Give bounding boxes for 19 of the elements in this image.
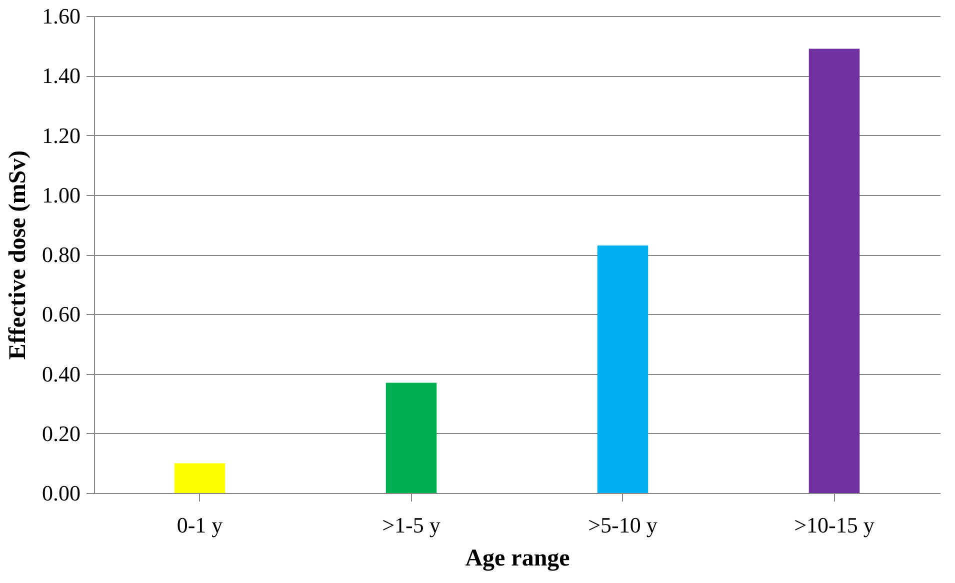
y-tick-label: 0.40 bbox=[42, 361, 80, 386]
y-tick-label: 0.20 bbox=[42, 420, 80, 446]
y-tick-label: 1.60 bbox=[42, 4, 80, 28]
bar bbox=[597, 246, 648, 493]
bar bbox=[808, 48, 860, 493]
x-tick-label: >5-10 y bbox=[588, 512, 658, 538]
bar bbox=[174, 463, 226, 493]
y-tick-label: 0.60 bbox=[42, 302, 80, 327]
y-tick-label: 0.80 bbox=[42, 242, 80, 267]
x-tick-label: 0-1 y bbox=[176, 512, 223, 538]
x-tick-label: >10-15 y bbox=[794, 512, 874, 538]
y-tick-label: 1.00 bbox=[42, 182, 80, 208]
x-tick-label: >1-5 y bbox=[382, 512, 440, 538]
y-axis-title: Effective dose (mSv) bbox=[5, 150, 31, 360]
y-tick-label: 1.20 bbox=[42, 122, 80, 148]
y-tick-label: 1.40 bbox=[42, 63, 80, 88]
y-tick-label: 0.00 bbox=[42, 480, 80, 506]
bar bbox=[386, 382, 437, 493]
x-axis-title: Age range bbox=[465, 546, 570, 572]
